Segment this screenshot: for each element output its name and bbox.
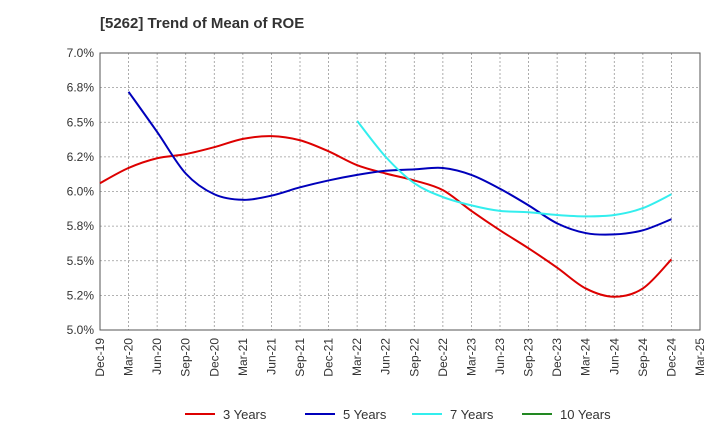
series-line-5-years xyxy=(127,91,672,236)
y-tick-label: 5.0% xyxy=(67,323,95,337)
series-line-3-years xyxy=(99,135,673,298)
y-tick-label: 6.5% xyxy=(67,115,95,129)
legend-label: 10 Years xyxy=(560,407,611,422)
x-tick-label: Jun-23 xyxy=(493,338,507,375)
x-tick-label: Mar-24 xyxy=(579,338,593,376)
y-tick-label: 5.2% xyxy=(67,288,95,302)
y-tick-label: 7.0% xyxy=(67,46,95,60)
y-tick-label: 5.8% xyxy=(67,219,95,233)
y-tick-label: 6.8% xyxy=(67,81,95,95)
x-tick-label: Mar-20 xyxy=(122,338,136,376)
x-tick-label: Mar-22 xyxy=(350,338,364,376)
x-tick-label: Dec-21 xyxy=(322,338,336,377)
plot-frame xyxy=(99,52,701,331)
x-tick-label: Sep-23 xyxy=(522,338,536,377)
y-tick-label: 6.0% xyxy=(67,185,95,199)
x-tick-label: Dec-22 xyxy=(436,338,450,377)
x-tick-label: Sep-21 xyxy=(293,338,307,377)
legend-label: 7 Years xyxy=(450,407,494,422)
x-tick-label: Jun-22 xyxy=(379,338,393,375)
x-tick-label: Mar-23 xyxy=(464,338,478,376)
series-line-7-years xyxy=(356,120,672,218)
x-tick-label: Dec-20 xyxy=(207,338,221,377)
x-tick-label: Dec-19 xyxy=(93,338,107,377)
x-tick-label: Mar-21 xyxy=(236,338,250,376)
x-tick-label: Jun-24 xyxy=(607,338,621,375)
y-tick-label: 5.5% xyxy=(67,254,95,268)
x-tick-label: Mar-25 xyxy=(693,338,707,376)
legend-label: 5 Years xyxy=(343,407,387,422)
x-tick-label: Dec-23 xyxy=(550,338,564,377)
y-tick-label: 6.2% xyxy=(67,150,95,164)
x-tick-label: Sep-22 xyxy=(407,338,421,377)
legend-label: 3 Years xyxy=(223,407,267,422)
chart-title: [5262] Trend of Mean of ROE xyxy=(100,15,305,32)
x-tick-label: Jun-20 xyxy=(150,338,164,375)
x-tick-label: Jun-21 xyxy=(264,338,278,375)
x-tick-label: Dec-24 xyxy=(664,338,678,377)
x-tick-label: Sep-24 xyxy=(636,338,650,377)
x-tick-label: Sep-20 xyxy=(179,338,193,377)
